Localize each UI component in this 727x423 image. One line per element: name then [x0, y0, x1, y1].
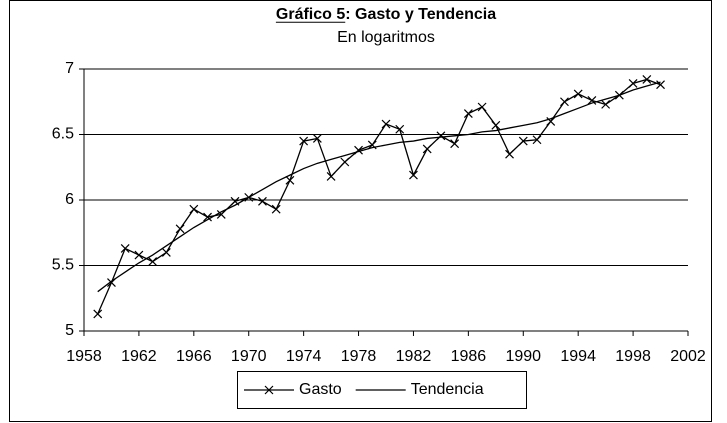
marker-shape — [560, 97, 569, 107]
data-point — [546, 116, 556, 126]
data-point — [477, 102, 487, 112]
x-tick-label: 1994 — [560, 348, 596, 365]
x-tick-label: 2002 — [670, 348, 706, 365]
x-tick-label: 1974 — [286, 348, 322, 365]
data-point — [189, 204, 199, 214]
marker-shape — [161, 247, 171, 257]
y-tick-label: 6 — [65, 191, 74, 208]
chart-frame — [9, 0, 712, 422]
data-point — [463, 109, 473, 118]
y-tick-label: 6.5 — [52, 126, 74, 143]
marker-shape — [120, 244, 130, 253]
marker-shape — [216, 209, 226, 219]
legend-label: Tendencia — [411, 381, 484, 398]
data-point — [436, 131, 446, 141]
y-tick-label: 5 — [65, 322, 74, 339]
marker-shape — [258, 196, 267, 206]
data-point — [148, 257, 158, 266]
data-point — [409, 170, 418, 180]
legend-label: Gasto — [299, 381, 342, 398]
marker-shape — [628, 78, 638, 88]
marker-shape — [326, 171, 336, 181]
x-tick-label: 1970 — [231, 348, 267, 365]
x-tick-label: 1998 — [615, 348, 651, 365]
marker-shape — [203, 212, 212, 222]
series-line — [97, 81, 661, 293]
data-point — [422, 144, 432, 154]
data-point — [340, 157, 350, 167]
marker-shape — [148, 257, 158, 266]
marker-shape — [93, 309, 103, 319]
data-point — [491, 120, 501, 130]
marker-shape — [134, 250, 144, 260]
marker-shape — [395, 124, 405, 134]
data-point — [299, 136, 309, 146]
data-point — [312, 134, 322, 143]
x-tick-label: 1978 — [341, 348, 377, 365]
data-point — [587, 96, 597, 105]
data-point — [271, 204, 281, 214]
legend-marker — [264, 385, 274, 395]
marker-shape — [340, 157, 350, 167]
marker-shape — [422, 144, 432, 154]
marker-shape — [656, 80, 665, 90]
marker-shape — [518, 136, 528, 146]
data-point — [203, 212, 212, 222]
x-tick-label: 1962 — [121, 348, 157, 365]
series-line — [97, 78, 661, 315]
data-point — [120, 244, 130, 253]
chart-subtitle: En logaritmos — [337, 29, 435, 46]
marker-shape — [505, 149, 514, 159]
marker-shape — [601, 99, 611, 109]
marker-shape — [264, 385, 274, 395]
marker-shape — [477, 102, 487, 112]
x-tick-label: 1958 — [66, 348, 102, 365]
chart-title: Gráfico 5: Gasto y Tendencia — [276, 6, 496, 23]
marker-shape — [381, 119, 391, 129]
data-point — [518, 136, 528, 146]
marker-shape — [299, 136, 309, 146]
marker-shape — [312, 134, 322, 143]
y-tick-label: 7 — [65, 60, 74, 77]
marker-shape — [409, 170, 418, 180]
marker-shape — [285, 175, 295, 185]
x-tick-label: 1966 — [176, 348, 212, 365]
data-point — [601, 99, 611, 109]
marker-shape — [642, 75, 652, 84]
marker-shape — [546, 116, 556, 126]
y-tick-label: 5.5 — [52, 257, 74, 274]
marker-shape — [532, 135, 542, 145]
marker-shape — [436, 131, 446, 141]
data-point — [381, 119, 391, 129]
data-point — [216, 209, 226, 219]
marker-shape — [271, 204, 281, 214]
data-point — [450, 139, 460, 149]
data-point — [628, 78, 638, 88]
data-point — [395, 124, 405, 134]
data-point — [656, 80, 665, 90]
data-point — [285, 175, 295, 185]
x-tick-label: 1986 — [451, 348, 487, 365]
data-point — [93, 309, 103, 319]
data-point — [175, 224, 185, 234]
x-tick-label: 1982 — [396, 348, 432, 365]
data-point — [532, 135, 542, 145]
data-point — [326, 171, 336, 181]
marker-shape — [491, 120, 501, 130]
data-point — [505, 149, 514, 159]
data-point — [573, 89, 583, 99]
marker-shape — [463, 109, 473, 118]
marker-shape — [587, 96, 597, 105]
data-point — [161, 247, 171, 257]
marker-shape — [175, 224, 185, 234]
marker-shape — [573, 89, 583, 99]
data-point — [134, 250, 144, 260]
x-tick-label: 1990 — [505, 348, 541, 365]
marker-shape — [450, 139, 460, 149]
data-point — [642, 75, 652, 84]
marker-shape — [189, 204, 199, 214]
data-point — [258, 196, 267, 206]
data-point — [560, 97, 569, 107]
